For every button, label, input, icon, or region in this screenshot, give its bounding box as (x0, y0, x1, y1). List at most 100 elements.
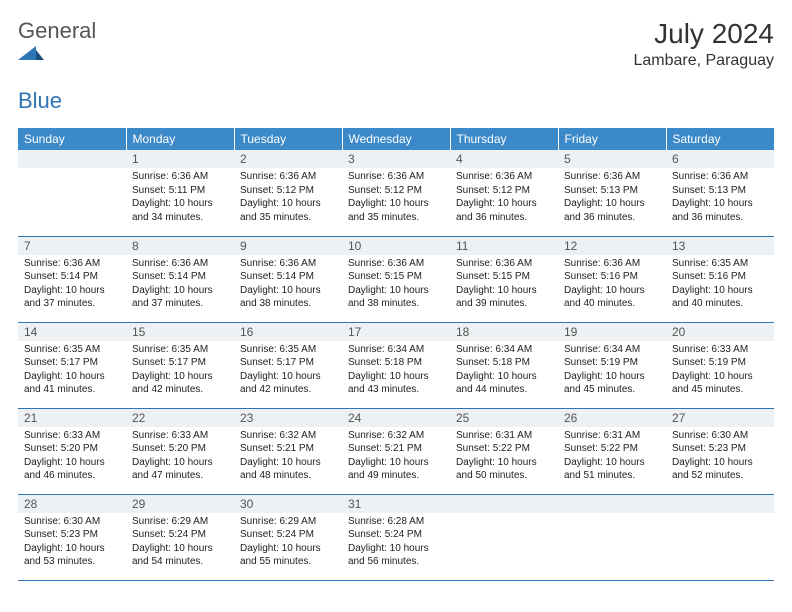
day-number: 13 (666, 237, 774, 255)
day-number: 14 (18, 323, 126, 341)
day-details: Sunrise: 6:30 AMSunset: 5:23 PMDaylight:… (18, 513, 126, 573)
day-details: Sunrise: 6:36 AMSunset: 5:12 PMDaylight:… (450, 168, 558, 228)
calendar-day-cell: 21Sunrise: 6:33 AMSunset: 5:20 PMDayligh… (18, 408, 126, 494)
logo: General Blue (18, 18, 96, 114)
calendar-day-cell: 15Sunrise: 6:35 AMSunset: 5:17 PMDayligh… (126, 322, 234, 408)
day-number: 18 (450, 323, 558, 341)
calendar-week-row: 21Sunrise: 6:33 AMSunset: 5:20 PMDayligh… (18, 408, 774, 494)
day-number: 11 (450, 237, 558, 255)
day-details: Sunrise: 6:36 AMSunset: 5:15 PMDaylight:… (450, 255, 558, 315)
day-number: 9 (234, 237, 342, 255)
day-number (666, 495, 774, 513)
day-details: Sunrise: 6:36 AMSunset: 5:12 PMDaylight:… (342, 168, 450, 228)
calendar-day-cell: 7Sunrise: 6:36 AMSunset: 5:14 PMDaylight… (18, 236, 126, 322)
calendar-day-cell: 8Sunrise: 6:36 AMSunset: 5:14 PMDaylight… (126, 236, 234, 322)
day-details: Sunrise: 6:30 AMSunset: 5:23 PMDaylight:… (666, 427, 774, 487)
calendar-day-cell: 4Sunrise: 6:36 AMSunset: 5:12 PMDaylight… (450, 150, 558, 236)
calendar-day-cell: 28Sunrise: 6:30 AMSunset: 5:23 PMDayligh… (18, 494, 126, 580)
weekday-header: Monday (126, 128, 234, 150)
calendar-header-row: SundayMondayTuesdayWednesdayThursdayFrid… (18, 128, 774, 150)
calendar-day-cell: 29Sunrise: 6:29 AMSunset: 5:24 PMDayligh… (126, 494, 234, 580)
day-details: Sunrise: 6:36 AMSunset: 5:13 PMDaylight:… (558, 168, 666, 228)
calendar-day-cell: 5Sunrise: 6:36 AMSunset: 5:13 PMDaylight… (558, 150, 666, 236)
day-number: 29 (126, 495, 234, 513)
calendar-day-cell: 12Sunrise: 6:36 AMSunset: 5:16 PMDayligh… (558, 236, 666, 322)
title-block: July 2024 Lambare, Paraguay (633, 18, 774, 70)
day-details: Sunrise: 6:31 AMSunset: 5:22 PMDaylight:… (558, 427, 666, 487)
day-number: 31 (342, 495, 450, 513)
day-details: Sunrise: 6:36 AMSunset: 5:14 PMDaylight:… (126, 255, 234, 315)
day-number: 2 (234, 150, 342, 168)
calendar-body: 1Sunrise: 6:36 AMSunset: 5:11 PMDaylight… (18, 150, 774, 580)
day-number: 28 (18, 495, 126, 513)
calendar-day-cell: 10Sunrise: 6:36 AMSunset: 5:15 PMDayligh… (342, 236, 450, 322)
calendar-day-cell: 23Sunrise: 6:32 AMSunset: 5:21 PMDayligh… (234, 408, 342, 494)
day-details: Sunrise: 6:36 AMSunset: 5:13 PMDaylight:… (666, 168, 774, 228)
day-details: Sunrise: 6:33 AMSunset: 5:20 PMDaylight:… (18, 427, 126, 487)
calendar-day-cell: 18Sunrise: 6:34 AMSunset: 5:18 PMDayligh… (450, 322, 558, 408)
calendar-day-cell: 2Sunrise: 6:36 AMSunset: 5:12 PMDaylight… (234, 150, 342, 236)
weekday-header: Saturday (666, 128, 774, 150)
day-details: Sunrise: 6:36 AMSunset: 5:11 PMDaylight:… (126, 168, 234, 228)
day-number: 17 (342, 323, 450, 341)
day-number (558, 495, 666, 513)
day-details: Sunrise: 6:31 AMSunset: 5:22 PMDaylight:… (450, 427, 558, 487)
calendar-day-cell: 14Sunrise: 6:35 AMSunset: 5:17 PMDayligh… (18, 322, 126, 408)
calendar-day-cell: 20Sunrise: 6:33 AMSunset: 5:19 PMDayligh… (666, 322, 774, 408)
calendar-day-cell: 16Sunrise: 6:35 AMSunset: 5:17 PMDayligh… (234, 322, 342, 408)
calendar-table: SundayMondayTuesdayWednesdayThursdayFrid… (18, 128, 774, 581)
weekday-header: Tuesday (234, 128, 342, 150)
day-details: Sunrise: 6:36 AMSunset: 5:14 PMDaylight:… (234, 255, 342, 315)
calendar-week-row: 7Sunrise: 6:36 AMSunset: 5:14 PMDaylight… (18, 236, 774, 322)
day-details: Sunrise: 6:29 AMSunset: 5:24 PMDaylight:… (234, 513, 342, 573)
calendar-day-cell: 26Sunrise: 6:31 AMSunset: 5:22 PMDayligh… (558, 408, 666, 494)
day-details: Sunrise: 6:33 AMSunset: 5:19 PMDaylight:… (666, 341, 774, 401)
calendar-day-cell (450, 494, 558, 580)
day-number (450, 495, 558, 513)
day-details: Sunrise: 6:32 AMSunset: 5:21 PMDaylight:… (234, 427, 342, 487)
calendar-day-cell: 31Sunrise: 6:28 AMSunset: 5:24 PMDayligh… (342, 494, 450, 580)
day-number: 20 (666, 323, 774, 341)
weekday-header: Sunday (18, 128, 126, 150)
day-number: 3 (342, 150, 450, 168)
day-number: 10 (342, 237, 450, 255)
day-details: Sunrise: 6:35 AMSunset: 5:17 PMDaylight:… (126, 341, 234, 401)
day-details: Sunrise: 6:35 AMSunset: 5:17 PMDaylight:… (234, 341, 342, 401)
day-number: 5 (558, 150, 666, 168)
day-details: Sunrise: 6:34 AMSunset: 5:18 PMDaylight:… (342, 341, 450, 401)
calendar-day-cell: 17Sunrise: 6:34 AMSunset: 5:18 PMDayligh… (342, 322, 450, 408)
logo-text-general: General (18, 18, 96, 43)
day-number: 27 (666, 409, 774, 427)
page-header: General Blue July 2024 Lambare, Paraguay (18, 18, 774, 114)
calendar-day-cell (18, 150, 126, 236)
calendar-day-cell: 13Sunrise: 6:35 AMSunset: 5:16 PMDayligh… (666, 236, 774, 322)
day-number: 25 (450, 409, 558, 427)
day-number: 12 (558, 237, 666, 255)
calendar-week-row: 28Sunrise: 6:30 AMSunset: 5:23 PMDayligh… (18, 494, 774, 580)
day-details: Sunrise: 6:33 AMSunset: 5:20 PMDaylight:… (126, 427, 234, 487)
calendar-day-cell (558, 494, 666, 580)
calendar-day-cell: 25Sunrise: 6:31 AMSunset: 5:22 PMDayligh… (450, 408, 558, 494)
day-number: 24 (342, 409, 450, 427)
day-number: 21 (18, 409, 126, 427)
weekday-header: Thursday (450, 128, 558, 150)
calendar-week-row: 14Sunrise: 6:35 AMSunset: 5:17 PMDayligh… (18, 322, 774, 408)
calendar-day-cell: 11Sunrise: 6:36 AMSunset: 5:15 PMDayligh… (450, 236, 558, 322)
calendar-day-cell (666, 494, 774, 580)
day-number: 19 (558, 323, 666, 341)
day-details: Sunrise: 6:36 AMSunset: 5:15 PMDaylight:… (342, 255, 450, 315)
calendar-day-cell: 22Sunrise: 6:33 AMSunset: 5:20 PMDayligh… (126, 408, 234, 494)
day-number: 16 (234, 323, 342, 341)
day-details: Sunrise: 6:28 AMSunset: 5:24 PMDaylight:… (342, 513, 450, 573)
calendar-day-cell: 27Sunrise: 6:30 AMSunset: 5:23 PMDayligh… (666, 408, 774, 494)
month-title: July 2024 (633, 18, 774, 50)
day-number: 15 (126, 323, 234, 341)
day-details: Sunrise: 6:35 AMSunset: 5:17 PMDaylight:… (18, 341, 126, 401)
calendar-week-row: 1Sunrise: 6:36 AMSunset: 5:11 PMDaylight… (18, 150, 774, 236)
day-details: Sunrise: 6:34 AMSunset: 5:18 PMDaylight:… (450, 341, 558, 401)
day-number: 4 (450, 150, 558, 168)
calendar-day-cell: 30Sunrise: 6:29 AMSunset: 5:24 PMDayligh… (234, 494, 342, 580)
day-details: Sunrise: 6:36 AMSunset: 5:14 PMDaylight:… (18, 255, 126, 315)
calendar-day-cell: 9Sunrise: 6:36 AMSunset: 5:14 PMDaylight… (234, 236, 342, 322)
logo-triangle-icon (18, 44, 96, 62)
